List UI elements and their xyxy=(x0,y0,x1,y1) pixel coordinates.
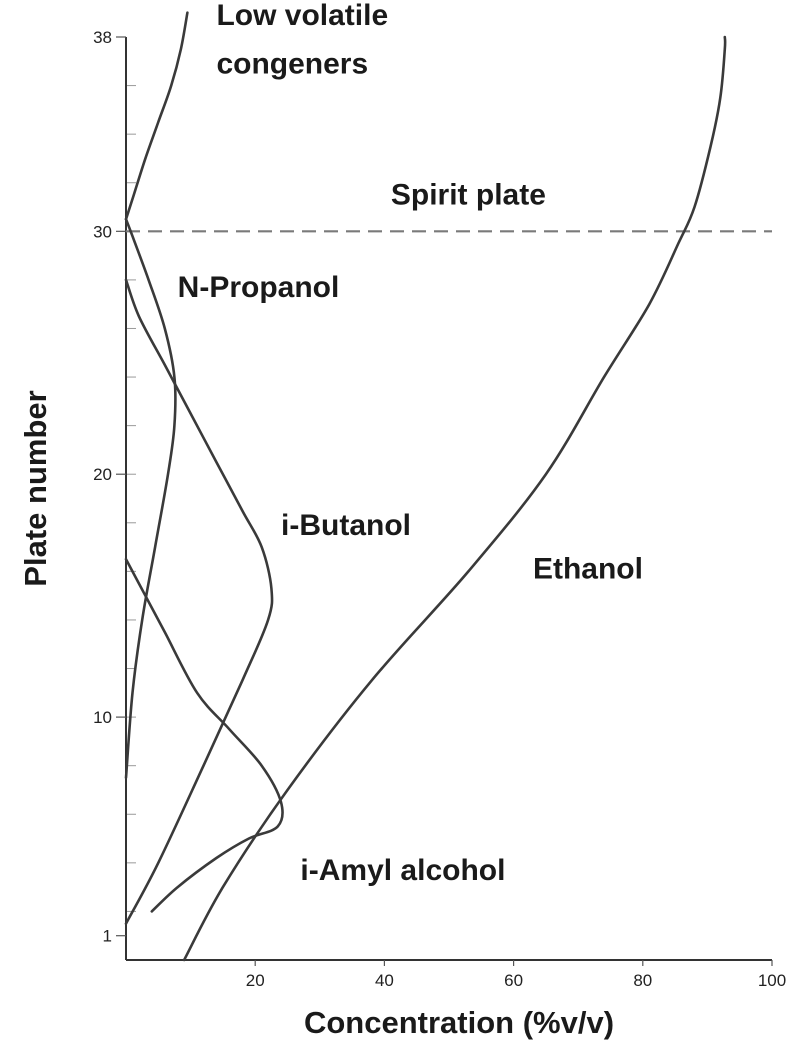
annotation-label: N-Propanol xyxy=(178,271,340,304)
x-tick-label: 60 xyxy=(504,971,523,990)
y-tick-label: 1 xyxy=(103,927,112,946)
x-tick-label: 80 xyxy=(633,971,652,990)
annotation-label: i-Butanol xyxy=(281,509,411,542)
series-line-i-amyl-alcohol xyxy=(124,278,274,925)
y-tick-label: 38 xyxy=(93,28,112,47)
axes xyxy=(125,37,772,961)
y-tick-label: 30 xyxy=(93,222,112,241)
y-tick-label: 10 xyxy=(93,708,112,727)
minor-ticks xyxy=(126,85,136,912)
annotation-label: Ethanol xyxy=(533,553,643,586)
annotations: Low volatile congeners Spirit plate N-Propa… xyxy=(178,0,643,887)
tick-labels: 1 10 20 30 38 20 40 60 80 100 xyxy=(93,28,786,990)
series xyxy=(124,11,727,962)
y-tick-label: 20 xyxy=(93,465,112,484)
x-tick-label: 20 xyxy=(246,971,265,990)
ticks xyxy=(116,36,773,966)
series-line-ethanol xyxy=(182,35,727,962)
annotation-label: Low volatile xyxy=(216,0,388,32)
x-axis-title: Concentration (%v/v) xyxy=(304,1005,614,1040)
annotation-label: Spirit plate xyxy=(391,179,546,212)
y-axis-title: Plate number xyxy=(18,390,53,586)
x-tick-label: 100 xyxy=(758,971,786,990)
series-line-low-volatile-congeners xyxy=(124,11,189,221)
x-tick-label: 40 xyxy=(375,971,394,990)
series-line-i-butanol xyxy=(124,557,284,913)
annotation-label: congeners xyxy=(216,47,368,80)
series-line-n-propanol xyxy=(124,217,177,780)
annotation-label: i-Amyl alcohol xyxy=(300,854,505,887)
